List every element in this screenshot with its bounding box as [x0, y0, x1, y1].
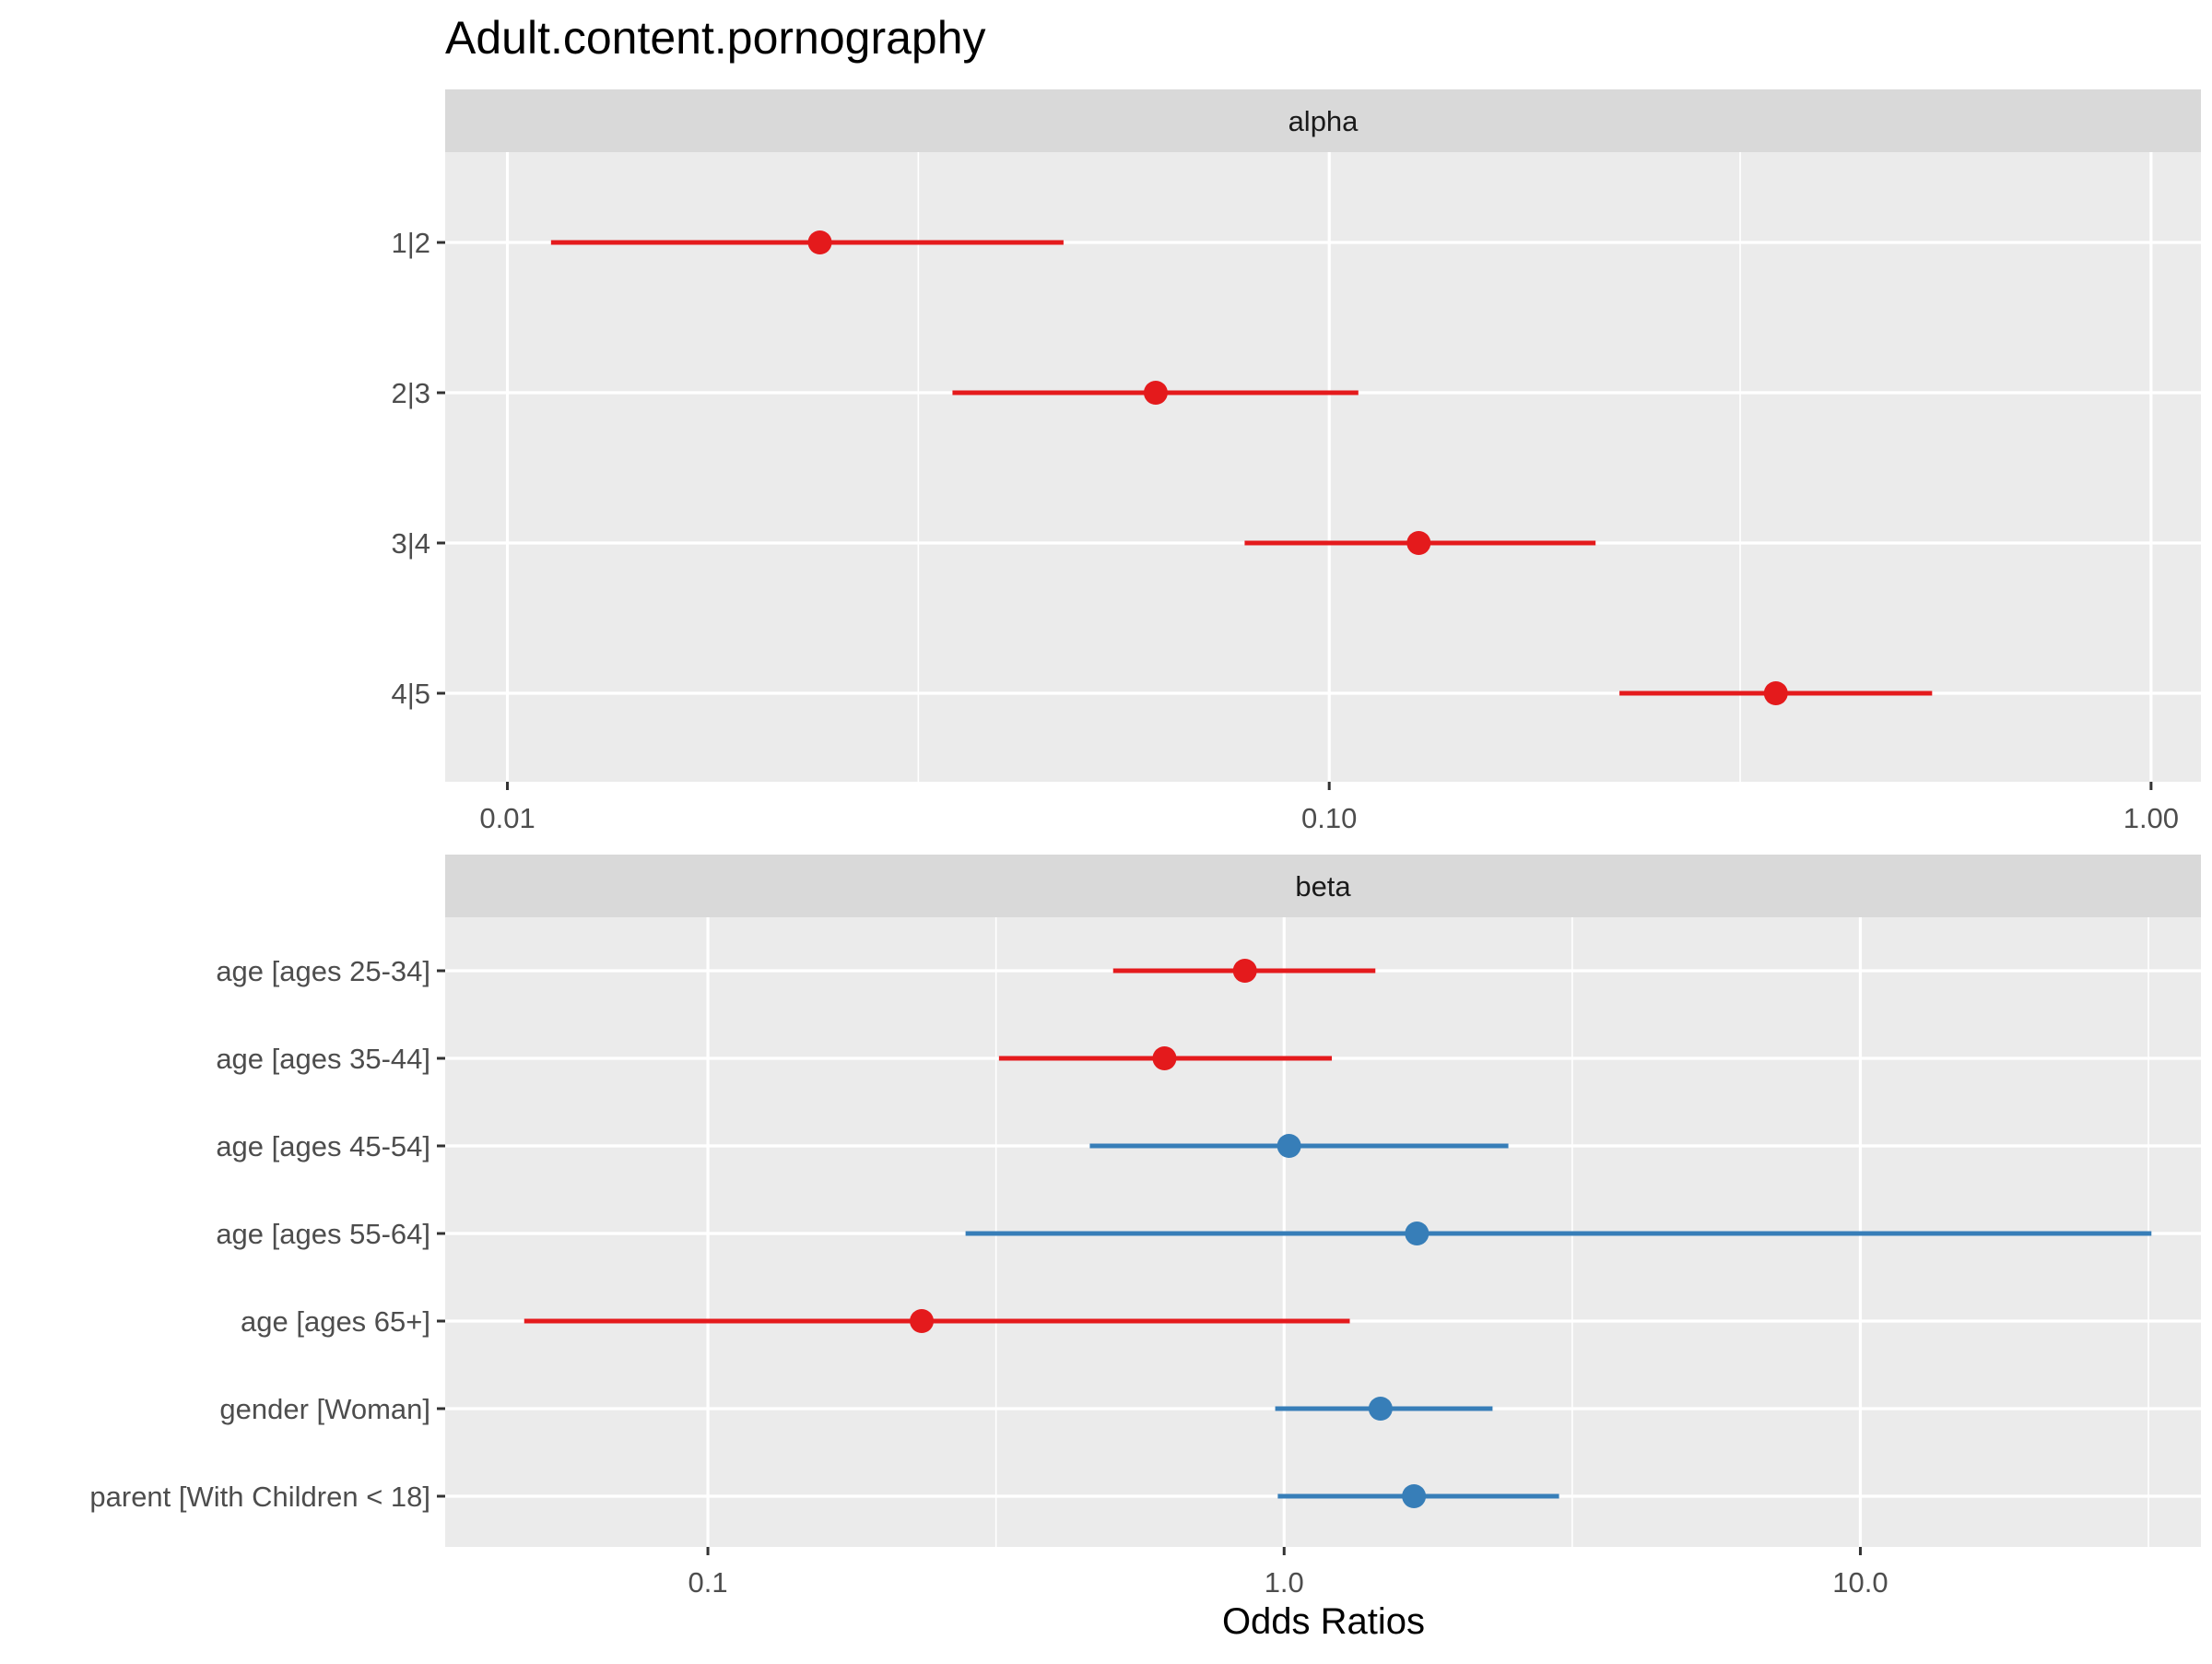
- y-tick-label: age [ages 25-34]: [216, 955, 430, 987]
- y-tick-label: age [ages 55-64]: [216, 1218, 430, 1250]
- facet-strip-beta: [445, 855, 2201, 917]
- estimate-point: [1368, 1397, 1393, 1421]
- y-tick-label: parent [With Children < 18]: [89, 1481, 430, 1513]
- estimate-point: [1406, 531, 1431, 555]
- x-tick-label: 1.00: [2124, 802, 2179, 834]
- y-tick-label: age [ages 35-44]: [216, 1043, 430, 1075]
- facet-strip-label: alpha: [1288, 105, 1359, 137]
- estimate-point: [1763, 681, 1788, 705]
- estimate-point: [1232, 959, 1257, 983]
- x-axis-label: Odds Ratios: [1222, 1601, 1425, 1642]
- y-tick-label: 4|5: [391, 678, 430, 710]
- panel-background: [445, 152, 2201, 782]
- y-tick-label: 2|3: [391, 377, 430, 409]
- estimate-point: [1405, 1221, 1430, 1245]
- x-tick-label: 0.1: [688, 1566, 727, 1599]
- estimate-point: [1277, 1134, 1301, 1158]
- estimate-point: [1402, 1484, 1427, 1508]
- estimate-point: [1143, 381, 1168, 405]
- y-tick-label: age [ages 45-54]: [216, 1130, 430, 1162]
- estimate-point: [910, 1309, 935, 1333]
- y-tick-label: gender [Woman]: [219, 1393, 430, 1425]
- x-tick-label: 10.0: [1832, 1566, 1888, 1599]
- chart-title: Adult.content.pornography: [445, 12, 986, 64]
- y-tick-label: 1|2: [391, 227, 430, 259]
- facet-strip-alpha: [445, 89, 2201, 152]
- estimate-point: [1152, 1046, 1177, 1070]
- x-tick-label: 0.01: [479, 802, 535, 834]
- x-tick-label: 0.10: [1301, 802, 1357, 834]
- estimate-point: [807, 230, 832, 254]
- y-tick-label: age [ages 65+]: [241, 1305, 430, 1338]
- x-tick-label: 1.0: [1265, 1566, 1304, 1599]
- y-tick-label: 3|4: [391, 527, 430, 560]
- facet-strip-label: beta: [1295, 870, 1351, 903]
